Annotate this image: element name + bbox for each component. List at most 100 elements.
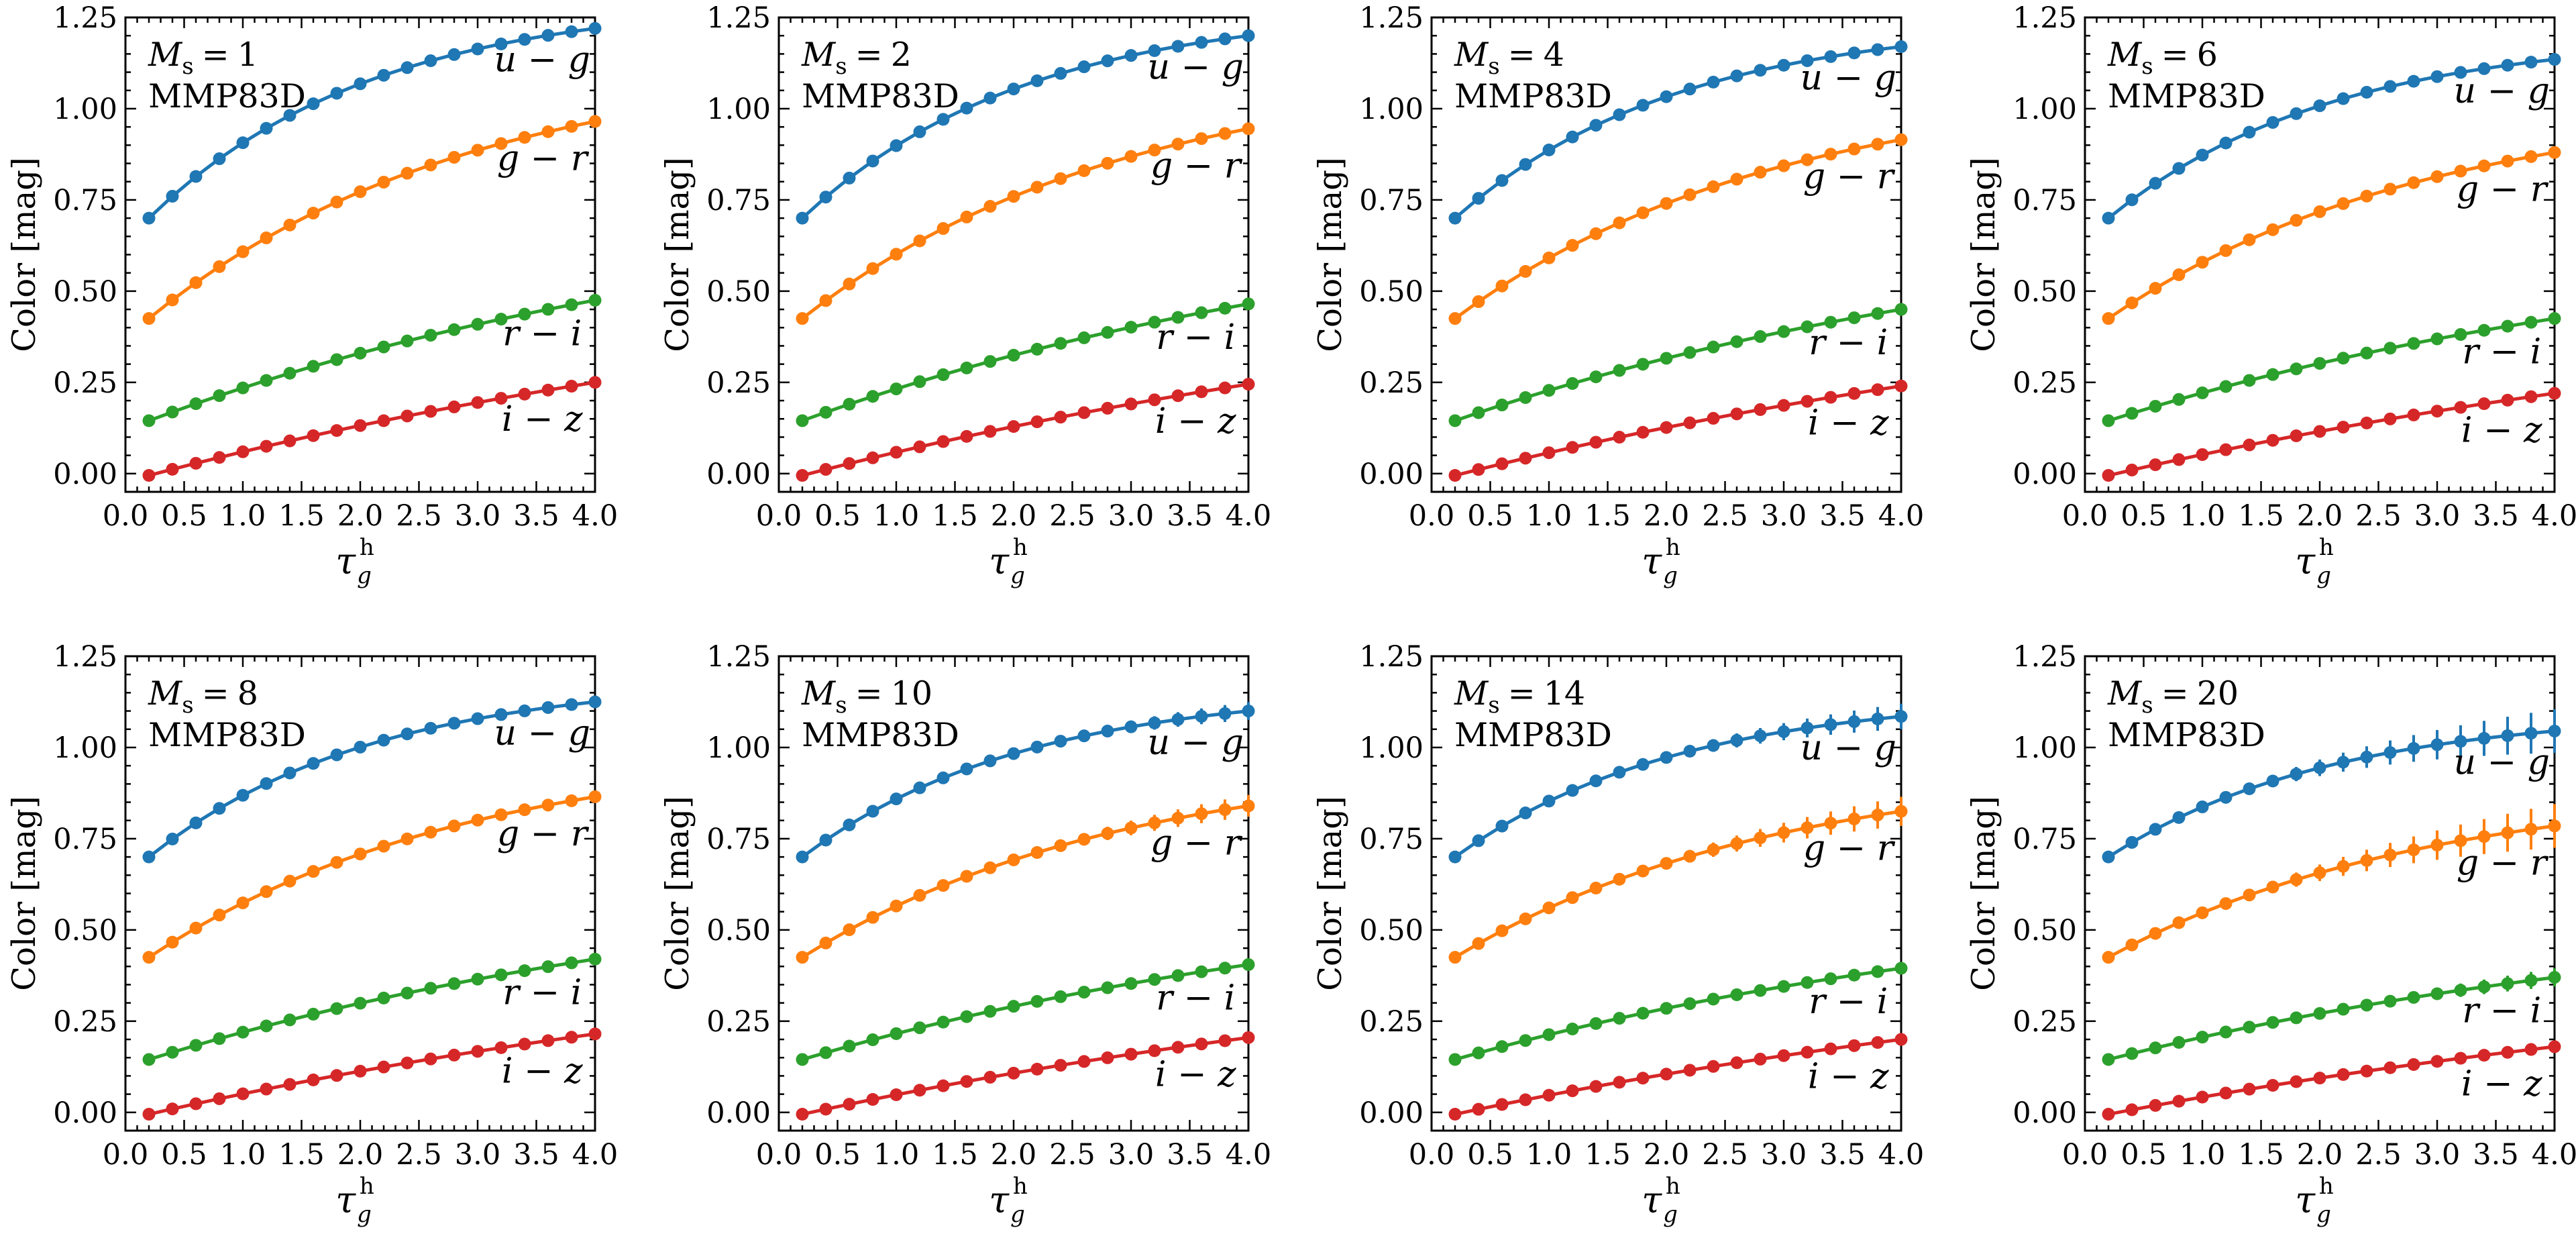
y-tick-label: 1.25 bbox=[2012, 1, 2077, 35]
model-label: MMP83D bbox=[148, 77, 306, 115]
x-tick-label: 4.0 bbox=[1878, 1138, 1924, 1172]
y-axis-label: Color [mag] bbox=[659, 157, 696, 352]
data-point bbox=[1542, 384, 1556, 397]
y-tick-label: 0.00 bbox=[706, 458, 771, 491]
data-point bbox=[2196, 906, 2209, 919]
data-point bbox=[1894, 1033, 1908, 1046]
y-tick-label: 0.25 bbox=[706, 366, 771, 400]
data-point bbox=[354, 185, 367, 199]
data-point bbox=[796, 312, 809, 325]
data-point bbox=[213, 1092, 226, 1105]
data-point bbox=[2454, 984, 2467, 997]
data-point bbox=[2149, 1098, 2162, 1112]
y-tick-label: 0.75 bbox=[1359, 184, 1424, 217]
data-point bbox=[913, 234, 926, 248]
data-point bbox=[1730, 837, 1743, 850]
data-point bbox=[2219, 380, 2233, 393]
series-g-r: g − r bbox=[2102, 804, 2561, 964]
data-point bbox=[142, 850, 156, 864]
data-point bbox=[2454, 1051, 2467, 1065]
data-point bbox=[796, 951, 809, 964]
data-point bbox=[2102, 1053, 2115, 1066]
series-i-z: i − z bbox=[796, 378, 1255, 482]
data-point bbox=[1566, 130, 1579, 144]
data-point bbox=[588, 1027, 602, 1041]
x-tick-label: 3.0 bbox=[2414, 1138, 2460, 1172]
series-label-g-r: g − r bbox=[2457, 170, 2549, 210]
data-point bbox=[890, 446, 903, 459]
data-point bbox=[400, 1056, 414, 1070]
x-tick-label: 0.5 bbox=[161, 1138, 207, 1172]
data-point bbox=[1242, 122, 1255, 136]
series-label-r-i: r − i bbox=[502, 313, 582, 354]
data-point bbox=[960, 1075, 973, 1088]
data-point bbox=[2102, 1108, 2115, 1121]
x-tick-label: 3.5 bbox=[1819, 499, 1865, 533]
x-axis-label-sub: g bbox=[1663, 1201, 1678, 1228]
data-point bbox=[2219, 1025, 2233, 1039]
ms-value: 6 bbox=[2197, 36, 2218, 74]
data-point bbox=[2313, 205, 2326, 218]
data-point bbox=[2243, 782, 2256, 796]
y-tick-label: 0.50 bbox=[53, 914, 117, 947]
series-label-u-g: u − g bbox=[2454, 743, 2550, 783]
data-point bbox=[1448, 211, 1462, 225]
data-point bbox=[1824, 817, 1837, 830]
data-point bbox=[1589, 1080, 1603, 1093]
data-point bbox=[1683, 744, 1697, 758]
data-point bbox=[1660, 1068, 1673, 1081]
data-point bbox=[1589, 370, 1603, 384]
data-point bbox=[1683, 188, 1697, 201]
x-tick-label: 3.0 bbox=[2414, 499, 2460, 533]
series-label-r-i: r − i bbox=[1809, 323, 1888, 363]
data-point bbox=[142, 469, 156, 482]
data-point bbox=[1495, 279, 1509, 293]
data-point bbox=[2337, 756, 2350, 769]
series-label-g-r: g − r bbox=[2457, 843, 2549, 883]
data-point bbox=[1589, 774, 1603, 788]
data-point bbox=[2149, 458, 2162, 472]
data-point bbox=[424, 158, 437, 172]
data-point bbox=[2290, 768, 2303, 781]
data-point bbox=[2313, 866, 2326, 880]
data-point bbox=[1218, 127, 1232, 140]
data-point bbox=[2383, 183, 2397, 196]
data-point bbox=[2524, 974, 2538, 987]
panel-ms-6: 0.0 0.5 1.0 1.5 2.0 2.5 3.0 3.5 4.0 0.00 0.25 0.50 0… bbox=[1965, 1, 2576, 589]
data-point bbox=[400, 409, 414, 423]
data-point bbox=[494, 708, 508, 721]
x-tick-label: 1.0 bbox=[2180, 499, 2225, 533]
data-point bbox=[1495, 1098, 1509, 1111]
data-point bbox=[2313, 1007, 2326, 1020]
x-axis-label-sub: g bbox=[2316, 1201, 2331, 1228]
data-point bbox=[1171, 713, 1185, 726]
data-point bbox=[213, 451, 226, 464]
data-point bbox=[166, 405, 179, 419]
data-point bbox=[1124, 720, 1138, 733]
data-point bbox=[1472, 1046, 1485, 1060]
x-tick-label: 3.5 bbox=[1167, 499, 1212, 533]
data-point bbox=[2548, 1040, 2561, 1053]
data-point bbox=[307, 97, 320, 111]
data-point bbox=[2407, 74, 2420, 88]
data-point bbox=[1589, 1017, 1603, 1030]
data-point bbox=[843, 397, 856, 411]
data-point bbox=[843, 171, 856, 185]
data-point bbox=[1101, 54, 1114, 68]
data-point bbox=[1707, 1060, 1720, 1073]
x-tick-label: 0.5 bbox=[1467, 1138, 1513, 1172]
data-point bbox=[1707, 739, 1720, 752]
data-point bbox=[2243, 1082, 2256, 1096]
y-tick-label: 0.50 bbox=[706, 914, 771, 947]
series-label-g-r: g − r bbox=[497, 814, 590, 854]
data-point bbox=[890, 139, 903, 152]
data-point bbox=[819, 191, 833, 204]
data-point bbox=[2172, 162, 2186, 175]
data-point bbox=[890, 899, 903, 913]
data-point bbox=[1218, 301, 1232, 315]
data-point bbox=[936, 1079, 950, 1092]
data-point bbox=[1195, 1037, 1208, 1051]
ms-subscript: s bbox=[182, 53, 193, 80]
panel-ms-4: 0.0 0.5 1.0 1.5 2.0 2.5 3.0 3.5 4.0 0.00 0.25 0.50 0… bbox=[1311, 1, 1924, 589]
